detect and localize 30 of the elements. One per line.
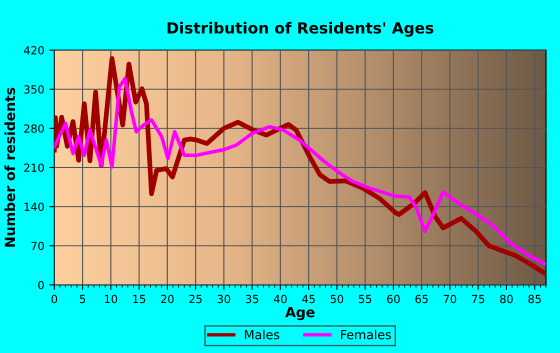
x-tick-label: 15 (133, 294, 146, 304)
x-tick-label: 85 (528, 294, 541, 304)
x-tick-label: 75 (472, 294, 484, 304)
y-tick-label: 0 (38, 280, 44, 290)
x-tick-label: 10 (104, 294, 118, 304)
y-tick-label: 210 (24, 163, 44, 172)
y-tick-label: 140 (24, 202, 44, 211)
y-tick-label: 70 (31, 242, 44, 250)
y-tick-label: 350 (24, 85, 44, 94)
y-tick-label: 420 (24, 46, 44, 55)
x-axis-title: Age (285, 307, 315, 320)
x-tick-label: 30 (218, 294, 230, 304)
x-tick-label: 60 (387, 294, 400, 304)
legend-label: Females (341, 330, 391, 340)
legend-label: Males (244, 330, 280, 340)
x-tick-label: 25 (189, 294, 202, 304)
x-tick-label: 50 (330, 294, 344, 304)
x-tick-label: 80 (500, 294, 513, 304)
x-tick-label: 65 (415, 294, 428, 304)
x-tick-label: 35 (246, 294, 258, 304)
chart-title: Distribution of Residents' Ages (168, 22, 434, 37)
x-tick-label: 70 (444, 294, 456, 304)
x-tick-label: 20 (161, 294, 174, 304)
x-tick-label: 0 (52, 294, 58, 304)
x-tick-label: 45 (302, 294, 315, 304)
x-tick-label: 55 (358, 294, 372, 304)
y-tick-label: 280 (24, 124, 44, 133)
x-tick-label: 40 (274, 294, 287, 304)
x-tick-label: 5 (80, 294, 86, 304)
y-axis-title: Number of residents (4, 88, 16, 247)
